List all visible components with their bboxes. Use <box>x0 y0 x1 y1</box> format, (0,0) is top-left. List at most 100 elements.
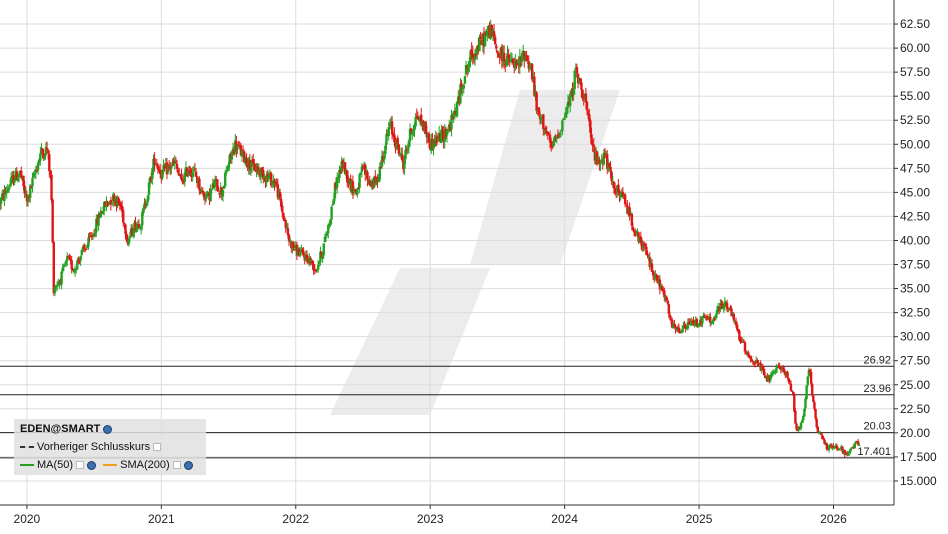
candle-body <box>712 318 715 321</box>
candle-body <box>558 132 562 138</box>
candle-body <box>667 304 671 314</box>
candle-body <box>187 171 190 176</box>
candle-body <box>660 286 664 291</box>
candle-body <box>180 173 183 180</box>
candle-body <box>805 385 808 399</box>
candle-body <box>825 443 828 449</box>
candle-body <box>49 171 52 175</box>
candle-body <box>787 378 790 382</box>
candle-body <box>505 60 508 65</box>
candle-body <box>248 160 252 171</box>
x-tick-label: 2021 <box>148 512 175 526</box>
candle-body <box>788 381 792 383</box>
candle-body <box>36 162 40 171</box>
checkbox-icon[interactable] <box>153 443 162 452</box>
candle-body <box>61 267 64 272</box>
visibility-icon[interactable] <box>183 460 193 470</box>
candle-body <box>404 149 407 160</box>
candle-body <box>249 168 253 171</box>
candle-body <box>630 213 634 226</box>
candle-body <box>783 368 786 373</box>
candle-body <box>420 114 423 125</box>
candle-body <box>387 127 390 137</box>
candle-body <box>124 224 127 235</box>
y-tick-label: 35.00 <box>900 282 930 296</box>
candle-body <box>832 445 835 448</box>
candle-body <box>711 321 714 324</box>
candle-body <box>791 392 795 395</box>
candle-body <box>619 193 622 198</box>
candle-body <box>106 202 109 204</box>
candle-body <box>809 371 813 384</box>
candle-body <box>471 53 474 58</box>
candle-body <box>778 365 781 369</box>
candle-body <box>17 174 21 177</box>
candle-body <box>535 92 538 111</box>
candle-body <box>747 352 750 356</box>
candle-body <box>46 150 50 154</box>
candle-body <box>520 53 524 62</box>
candle-body <box>684 325 687 329</box>
y-tick-label: 60.00 <box>900 41 930 55</box>
candle-body <box>681 329 684 333</box>
candle-body <box>734 321 738 326</box>
candle-body <box>390 121 394 135</box>
legend-title: EDEN@SMART <box>20 423 101 435</box>
candle-body <box>823 439 826 444</box>
candle-body <box>161 169 164 179</box>
candle-body <box>42 153 45 159</box>
candle-body <box>737 329 740 332</box>
checkbox-icon[interactable] <box>76 461 85 470</box>
candle-body <box>302 251 305 256</box>
y-tick-label: 50.00 <box>900 137 930 151</box>
candle-body <box>228 154 231 164</box>
candle-body <box>608 163 611 167</box>
candle-body <box>55 285 59 287</box>
candle-body <box>145 203 148 206</box>
candle-body <box>666 300 669 304</box>
candle-body <box>814 408 817 419</box>
candle-body <box>143 203 146 209</box>
candle-body <box>318 261 321 264</box>
candle-body <box>562 118 565 120</box>
candle-body <box>682 325 685 329</box>
candle-body <box>525 54 528 60</box>
candle-body <box>201 190 204 193</box>
x-tick-label: 2024 <box>551 512 578 526</box>
candle-body <box>564 112 567 119</box>
candle-body <box>230 152 234 160</box>
candle-body <box>127 238 131 245</box>
candle-body <box>206 191 209 197</box>
candle-body <box>478 37 481 52</box>
candle-body <box>250 159 254 167</box>
candle-body <box>641 244 645 249</box>
candle-body <box>51 199 54 243</box>
checkbox-icon[interactable] <box>172 461 181 470</box>
candle-body <box>729 307 732 309</box>
candle-body <box>646 253 649 256</box>
candle-body <box>8 184 12 187</box>
candle-body <box>656 275 659 284</box>
candle-body <box>240 150 244 157</box>
visibility-icon[interactable] <box>103 424 113 434</box>
candle-body <box>156 164 160 170</box>
candle-body <box>323 237 327 243</box>
x-tick-label: 2022 <box>282 512 309 526</box>
candle-body <box>715 310 719 315</box>
visibility-icon[interactable] <box>87 460 97 470</box>
candle-body <box>460 83 463 88</box>
candle-body <box>192 169 196 172</box>
candle-body <box>618 190 621 197</box>
candle-body <box>804 398 807 408</box>
candle-body <box>409 128 413 134</box>
candle-body <box>591 143 594 146</box>
candle-body <box>585 101 589 111</box>
y-tick-label: 57.50 <box>900 65 930 79</box>
candle-body <box>292 241 295 249</box>
candle-body <box>260 167 264 172</box>
candle-body <box>321 254 324 259</box>
candle-body <box>166 166 170 173</box>
candle-body <box>329 219 332 224</box>
candle-body <box>388 122 392 127</box>
candle-body <box>216 179 219 191</box>
